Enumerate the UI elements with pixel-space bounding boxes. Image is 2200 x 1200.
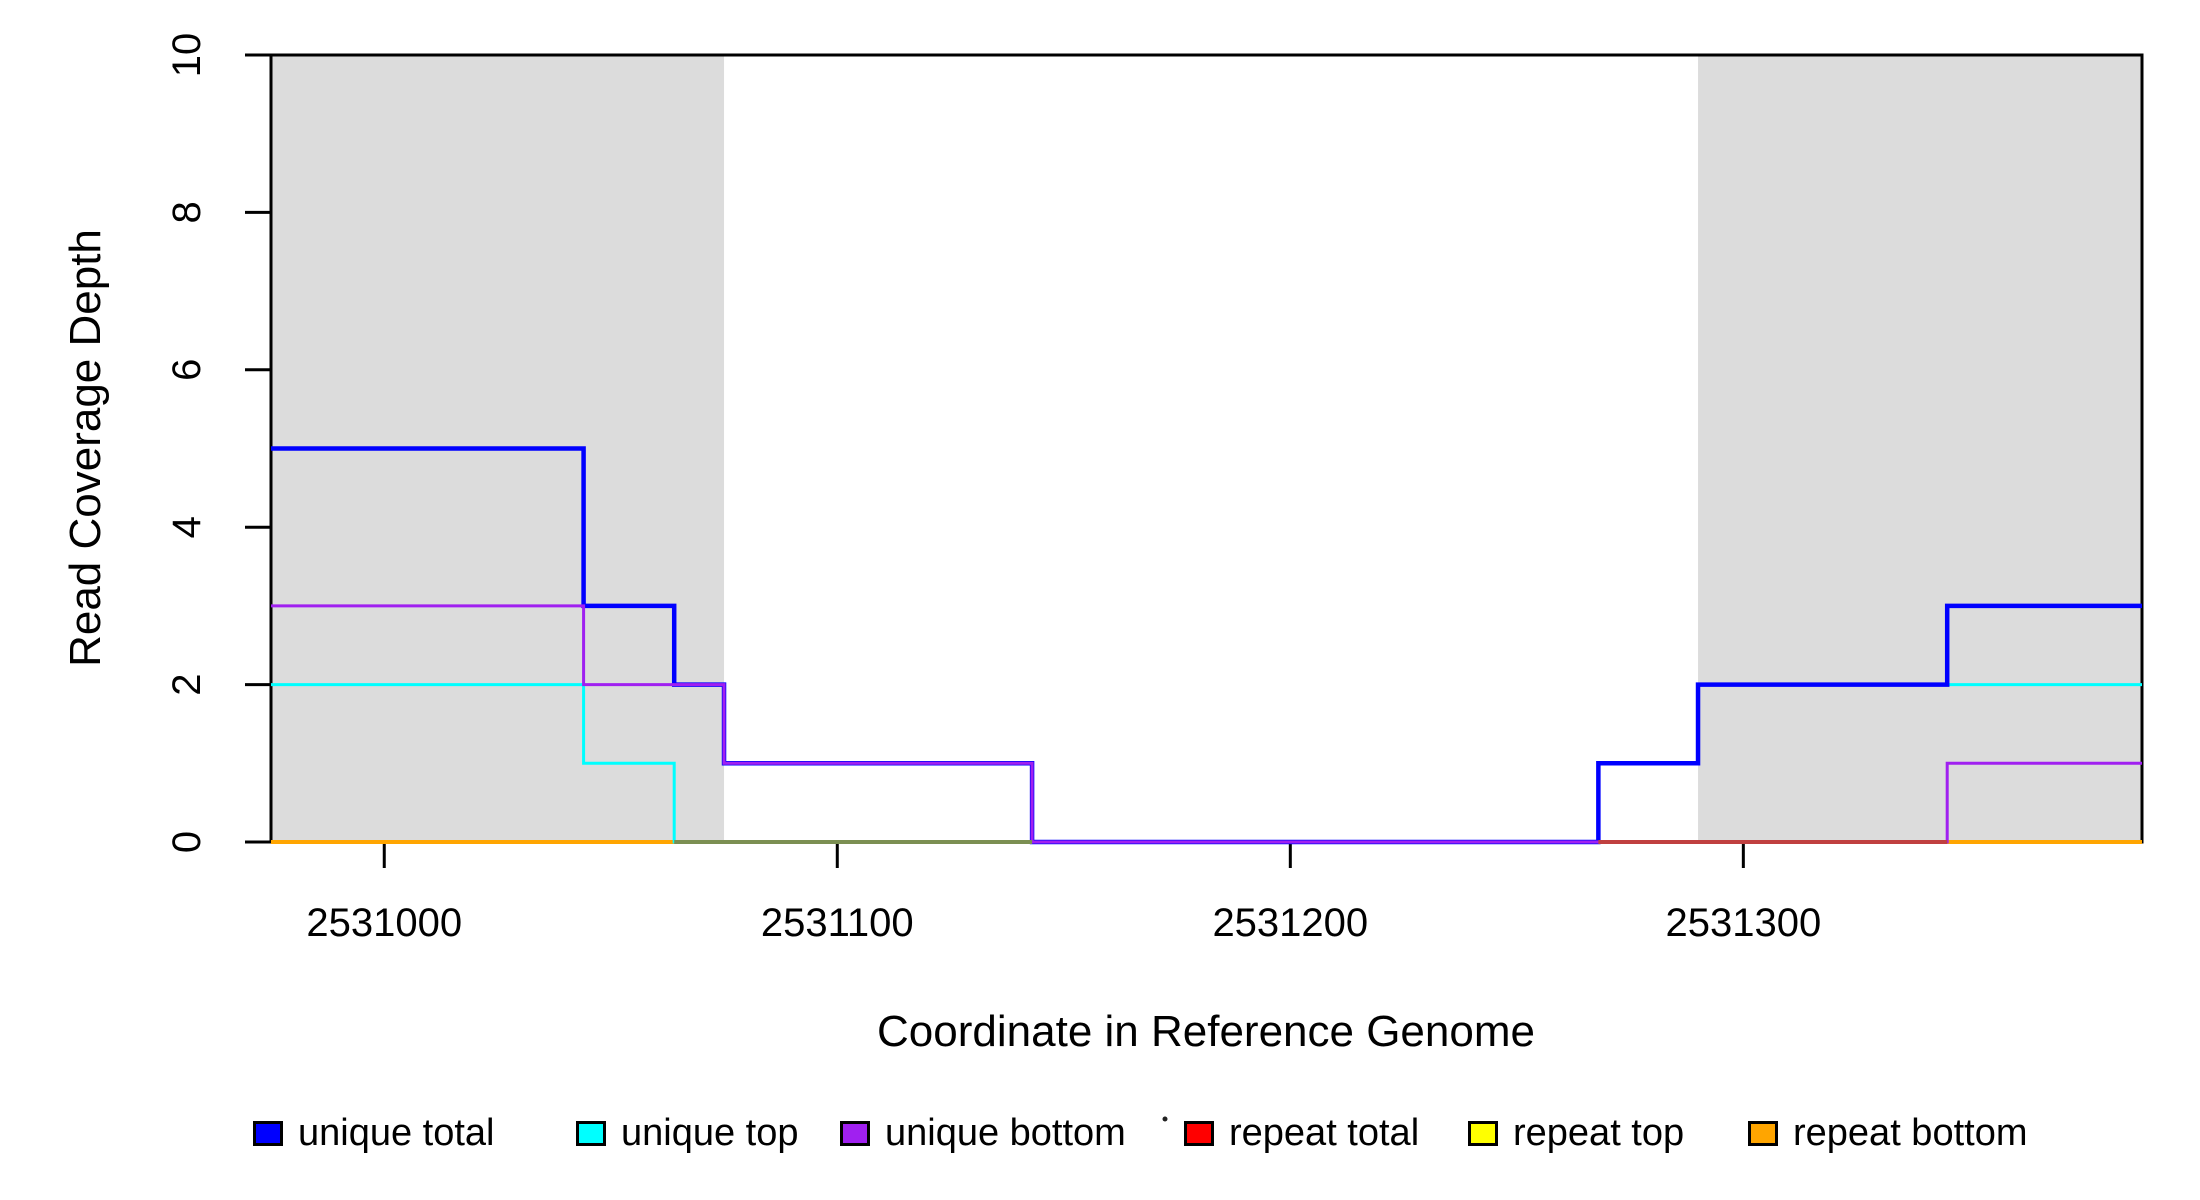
series-unique_bottom [271, 604, 2142, 844]
legend-label: unique top [621, 1111, 799, 1154]
x-tick-label: 2531100 [761, 901, 914, 945]
legend-swatch-unique-bottom [840, 1120, 870, 1146]
y-tick-label: 8 [165, 201, 209, 223]
x-tick-label: 2531000 [306, 901, 462, 945]
legend-swatch-unique-top [576, 1120, 606, 1146]
shaded-region [1698, 55, 2142, 842]
x-tick-label: 2531300 [1665, 901, 1821, 945]
y-axis-title: Read Coverage Depth [61, 229, 110, 667]
legend-label: unique bottom [885, 1111, 1126, 1154]
legend-label: repeat total [1229, 1111, 1420, 1154]
legend-swatch-repeat-total [1184, 1120, 1214, 1146]
legend-item-unique-bottom: unique bottom [840, 1112, 1126, 1154]
legend-swatch-repeat-top [1468, 1120, 1498, 1146]
legend: unique total unique top unique bottom repea… [0, 0, 2200, 1154]
x-axis-title: Coordinate in Reference Genome [877, 1007, 1535, 1056]
legend-label: repeat top [1513, 1111, 1685, 1154]
x-tick-label: 2531200 [1212, 901, 1368, 945]
y-tick-label: 10 [165, 33, 209, 78]
legend-label: unique total [298, 1111, 495, 1154]
legend-label: repeat bottom [1793, 1111, 2028, 1154]
y-tick-label: 0 [165, 831, 209, 853]
legend-item-repeat-top: repeat top [1468, 1112, 1684, 1154]
legend-item-repeat-bottom: repeat bottom [1748, 1112, 2027, 1154]
x-axis: 2531000 2531100 2531200 2531300 [306, 842, 1821, 945]
legend-item-unique-total: unique total [253, 1112, 495, 1154]
legend-swatch-repeat-bottom [1748, 1120, 1778, 1146]
y-axis: 0 2 4 6 8 10 [165, 33, 271, 853]
y-tick-label: 6 [165, 359, 209, 381]
y-tick-label: 2 [165, 673, 209, 695]
legend-swatch-unique-total [253, 1120, 283, 1146]
legend-item-unique-top: unique top [576, 1112, 799, 1154]
shaded-regions [271, 55, 2142, 842]
y-tick-label: 4 [165, 516, 209, 538]
stray-dot [1162, 1116, 1168, 1122]
legend-item-repeat-total: repeat total [1184, 1112, 1419, 1154]
